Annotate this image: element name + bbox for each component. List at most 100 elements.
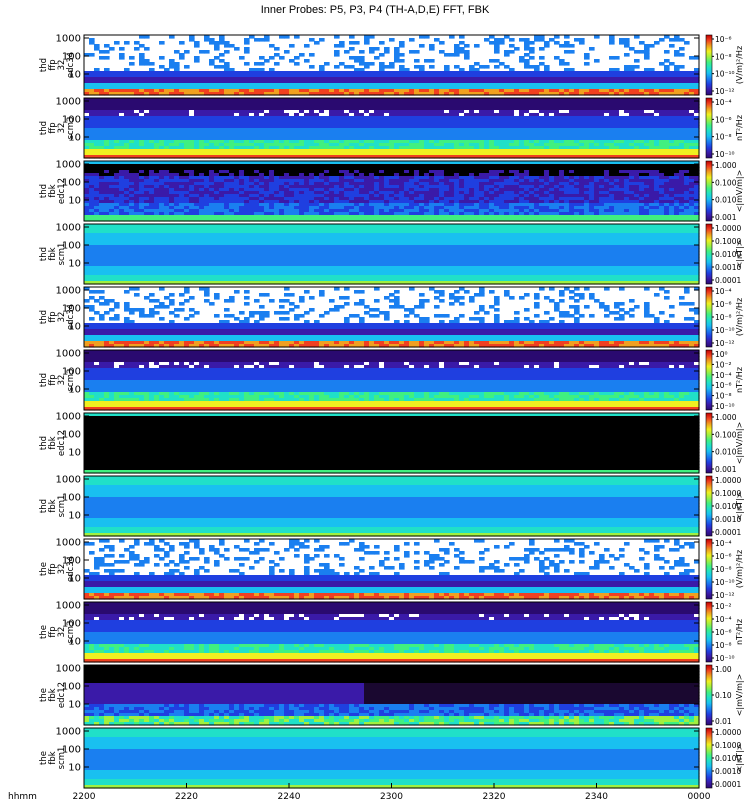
- spectrogram-cell: [559, 62, 565, 66]
- spectrogram-cell: [279, 35, 285, 39]
- spectrogram-cell: [219, 53, 225, 57]
- spectrogram-cell: [139, 44, 145, 48]
- spectrogram-cell: [294, 62, 300, 66]
- spectrogram-cell: [129, 56, 135, 60]
- spectrogram-cell: [104, 44, 110, 48]
- spectrogram-cell: [289, 59, 295, 63]
- spectrogram-cell: [679, 38, 685, 42]
- spectrogram-cell: [634, 65, 640, 69]
- spectrogram-cell: [349, 35, 355, 39]
- spectrogram-cell: [309, 38, 315, 42]
- spectrogram-cell: [489, 35, 495, 39]
- spectrogram-cell: [364, 41, 370, 45]
- spectrogram-cell: [494, 59, 500, 63]
- spectrogram-cell: [339, 44, 345, 48]
- spectrogram-cell: [379, 41, 385, 45]
- spectrogram-cell: [274, 53, 280, 57]
- spectrogram-cell: [89, 41, 95, 45]
- spectrogram-cell: [504, 65, 510, 69]
- spectrogram-cell: [139, 35, 145, 39]
- spectrogram-cell: [519, 38, 525, 42]
- spectrogram-cell: [159, 41, 165, 45]
- spectrogram-cell: [544, 44, 550, 48]
- spectrogram-cell: [184, 65, 190, 69]
- spectrogram-cell: [499, 62, 505, 66]
- spectrogram-cell: [369, 62, 375, 66]
- spectrogram-cell: [354, 41, 360, 45]
- spectrogram-cell: [459, 50, 465, 54]
- spectrogram-cell: [634, 50, 640, 54]
- spectrogram-cell: [309, 65, 315, 69]
- spectrogram-cell: [129, 62, 135, 66]
- spectrogram-cell: [659, 38, 665, 42]
- spectrogram-cell: [674, 53, 680, 57]
- spectrogram-cell: [519, 59, 525, 63]
- spectrogram-cell: [114, 41, 120, 45]
- spectrogram-cell: [389, 38, 395, 42]
- spectrogram-cell: [594, 59, 600, 63]
- spectrogram-cell: [264, 38, 270, 42]
- spectrogram-cell: [589, 47, 595, 51]
- spectrogram-cell: [319, 38, 325, 42]
- spectrogram-cell: [374, 56, 380, 60]
- spectrogram-cell: [349, 65, 355, 69]
- colorbar-tick-label: 10⁻⁴: [715, 98, 732, 107]
- spectrogram-cell: [169, 35, 175, 39]
- spectrogram-cell: [369, 35, 375, 39]
- spectrogram-cell: [669, 62, 675, 66]
- spectrogram-cell: [104, 56, 110, 60]
- spectrogram-cell: [279, 56, 285, 60]
- spectrogram-cell: [494, 65, 500, 69]
- spectrogram-cell: [684, 41, 690, 45]
- y-axis-label: scm3: [66, 117, 76, 140]
- spectrogram-cell: [179, 56, 185, 60]
- spectrogram-cell: [659, 62, 665, 66]
- spectrogram-cell: [564, 62, 570, 66]
- spectrogram-cell: [359, 50, 365, 54]
- spectrogram-cell: [409, 38, 415, 42]
- spectrogram-cell: [459, 41, 465, 45]
- spectrogram-cell: [369, 50, 375, 54]
- spectrogram-cell: [634, 59, 640, 63]
- spectrogram-cell: [419, 35, 425, 39]
- spectrogram-cell: [144, 47, 150, 51]
- spectrogram-cell: [274, 62, 280, 66]
- spectrogram-cell: [534, 38, 540, 42]
- spectrogram-cell: [109, 47, 115, 51]
- spectrogram-cell: [419, 44, 425, 48]
- spectrogram-cell: [459, 35, 465, 39]
- spectrogram-cell: [294, 35, 300, 39]
- spectrogram-cell: [204, 50, 210, 54]
- spectrogram-cell: [204, 38, 210, 42]
- spectrogram-cell: [634, 35, 640, 39]
- spectrogram-cell: [609, 56, 615, 60]
- spectrogram-cell: [504, 35, 510, 39]
- spectrogram-cell: [399, 53, 405, 57]
- spectrogram-cell: [169, 65, 175, 69]
- spectrogram-cell: [239, 56, 245, 60]
- spectrogram-cell: [429, 59, 435, 63]
- spectrogram-cell: [99, 56, 105, 60]
- spectrogram-cell: [349, 47, 355, 51]
- spectrogram-cell: [559, 44, 565, 48]
- spectrogram-cell: [624, 53, 630, 57]
- spectrogram-cell: [454, 65, 460, 69]
- spectrogram-cell: [449, 53, 455, 57]
- spectrogram-cell: [269, 44, 275, 48]
- spectrogram-cell: [654, 41, 660, 45]
- spectrogram-cell: [339, 62, 345, 66]
- spectrogram-cell: [214, 47, 220, 51]
- spectrogram-cell: [474, 62, 480, 66]
- spectrogram-cell: [259, 62, 265, 66]
- spectrogram-cell: [439, 50, 445, 54]
- spectrogram-cell: [399, 59, 405, 63]
- spectrogram-cell: [289, 44, 295, 48]
- spectrogram-cell: [209, 62, 215, 66]
- spectrogram-cell: [119, 47, 125, 51]
- spectrogram-cell: [284, 50, 290, 54]
- spectrogram-cell: [334, 65, 340, 69]
- spectrogram-cell: [499, 41, 505, 45]
- spectrogram-cell: [564, 50, 570, 54]
- spectrogram-cell: [554, 35, 560, 39]
- spectrogram-cell: [624, 44, 630, 48]
